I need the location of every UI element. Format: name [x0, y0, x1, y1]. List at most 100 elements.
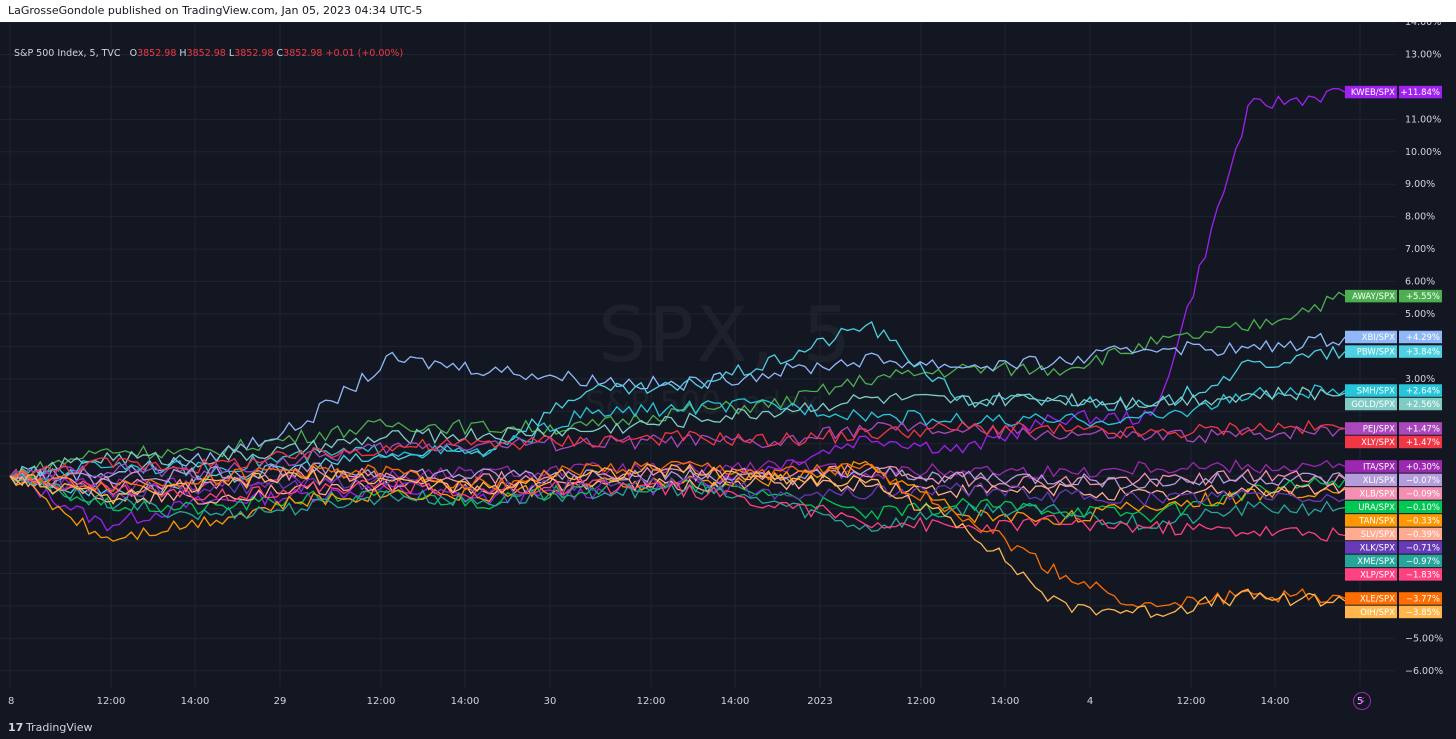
- series-value-bg: [1399, 541, 1442, 554]
- publisher-header: LaGrosseGondole published on TradingView…: [0, 0, 1456, 22]
- series-tag-ura-spx: URA/SPX −0.10%: [1345, 500, 1442, 514]
- series-tag-kweb-spx: KWEB/SPX +11.84%: [1345, 85, 1442, 99]
- series-name-label: XLI/SPX: [1363, 476, 1395, 486]
- series-tag-smh-spx: SMH/SPX +2.64%: [1345, 384, 1442, 397]
- series-tag-away-spx: AWAY/SPX +5.55%: [1345, 289, 1442, 303]
- series-line-oih-spx: [9, 463, 1346, 619]
- legend-low-value: 3852.98: [234, 48, 274, 59]
- series-tag-xlb-spx: XLB/SPX −0.09%: [1345, 487, 1442, 500]
- series-tag-xle-spx: XLE/SPX −3.77%: [1345, 592, 1442, 605]
- legend-symbol: S&P 500 Index, 5, TVC: [14, 48, 121, 59]
- series-name-bg: [1345, 487, 1397, 500]
- series-name-label: TAN/SPX: [1358, 516, 1395, 526]
- x-axis: 8 12:00 14:00 29 12:00 14:00 30 12:00 14:00 2023 1…: [8, 696, 1363, 707]
- series-name-bg: [1345, 345, 1397, 358]
- chart-area[interactable]: SPX, 5 S&P 500 Index 14.00% 13.00% 11.00% 1…: [0, 22, 1456, 717]
- grid: [0, 22, 1395, 687]
- chart-svg[interactable]: 14.00% 13.00% 11.00% 10.00% 9.00% 8.00% 7.00% 6…: [0, 22, 1456, 717]
- series-value-bg: [1399, 289, 1442, 303]
- series-name-label: KWEB/SPX: [1351, 88, 1395, 98]
- series-value-bg: [1399, 500, 1442, 514]
- series-value-bg: [1399, 345, 1442, 358]
- x-tick-label: 29: [274, 696, 287, 707]
- series-line-gold-spx: [9, 386, 1346, 483]
- series-value-label: −0.71%: [1406, 543, 1440, 553]
- x-tick-label: 12:00: [97, 696, 126, 707]
- series-value-label: +2.56%: [1406, 400, 1440, 410]
- series-tag-ita-spx: ITA/SPX +0.30%: [1345, 460, 1442, 473]
- series-value-bg: [1399, 85, 1442, 99]
- x-tick-label: 14:00: [1261, 696, 1290, 707]
- series-name-bg: [1345, 527, 1397, 541]
- series-line-xlb-spx: [9, 463, 1346, 494]
- x-tick-label: 12:00: [637, 696, 666, 707]
- series-tag-xlk-spx: XLK/SPX −0.71%: [1345, 541, 1442, 554]
- series-value-bg: [1399, 330, 1442, 344]
- series-value-label: +11.84%: [1400, 88, 1440, 98]
- series-value-label: +5.55%: [1406, 292, 1440, 302]
- series-tag-xly-spx: XLY/SPX +1.47%: [1345, 435, 1442, 449]
- series-tag-xlp-spx: XLP/SPX −1.83%: [1345, 568, 1442, 581]
- series-tag-pbw-spx: PBW/SPX +3.84%: [1345, 345, 1442, 358]
- series-tag-pej-spx: PEJ/SPX +1.47%: [1345, 422, 1442, 435]
- series-name-bg: [1345, 422, 1397, 435]
- series-tag-tan-spx: TAN/SPX −0.33%: [1345, 514, 1442, 527]
- series-name-label: XME/SPX: [1357, 557, 1395, 567]
- series-name-label: ITA/SPX: [1363, 462, 1395, 472]
- series-lines: [9, 87, 1346, 619]
- series-value-bg: [1399, 514, 1442, 527]
- x-tick-label: 12:00: [907, 696, 936, 707]
- x-tick-label: 8: [8, 696, 14, 707]
- y-tick-label: 6.00%: [1405, 277, 1435, 288]
- series-name-bg: [1345, 514, 1397, 527]
- series-name-label: XLK/SPX: [1360, 543, 1396, 553]
- lightning-icon[interactable]: ⚡: [1353, 692, 1371, 710]
- series-value-bg: [1399, 487, 1442, 500]
- y-tick-label: −5.00%: [1405, 633, 1443, 644]
- series-line-xlk-spx: [9, 470, 1346, 507]
- series-name-label: XLP/SPX: [1360, 570, 1395, 580]
- series-value-label: −3.77%: [1406, 594, 1440, 604]
- y-tick-label: 9.00%: [1405, 179, 1435, 190]
- series-value-label: −0.09%: [1406, 489, 1440, 499]
- series-value-label: −0.97%: [1406, 557, 1440, 567]
- watermark-name: S&P 500 Index: [585, 384, 819, 422]
- footer-bar: 17 TradingView: [0, 717, 1456, 739]
- series-name-label: XBI/SPX: [1362, 333, 1396, 343]
- series-value-label: +1.47%: [1406, 424, 1440, 434]
- series-name-label: XLY/SPX: [1361, 438, 1395, 448]
- series-value-bg: [1399, 568, 1442, 581]
- y-tick-label: 5.00%: [1405, 309, 1435, 320]
- series-name-label: XLE/SPX: [1360, 594, 1395, 604]
- x-tick-label: 14:00: [991, 696, 1020, 707]
- y-tick-label: 13.00%: [1405, 49, 1441, 60]
- series-name-label: AWAY/SPX: [1352, 292, 1395, 302]
- y-tick-label: 10.00%: [1405, 147, 1441, 158]
- series-name-bg: [1345, 568, 1397, 581]
- series-name-label: PEJ/SPX: [1363, 424, 1395, 434]
- series-value-label: −0.10%: [1406, 503, 1440, 513]
- y-tick-label: 8.00%: [1405, 212, 1435, 223]
- series-value-bg: [1399, 422, 1442, 435]
- y-tick-label: 7.00%: [1405, 244, 1435, 255]
- series-name-label: XLB/SPX: [1359, 489, 1395, 499]
- series-name-label: SLV/SPX: [1361, 530, 1395, 540]
- series-name-bg: [1345, 460, 1397, 473]
- y-tick-label: 14.00%: [1405, 22, 1441, 28]
- series-value-label: +2.64%: [1406, 386, 1440, 396]
- watermark-symbol: SPX, 5: [598, 290, 853, 379]
- x-tick-label: 14:00: [181, 696, 210, 707]
- legend-high-value: 3852.98: [186, 48, 226, 59]
- series-line-xly-spx: [9, 419, 1346, 481]
- legend-high-label: H: [179, 48, 187, 59]
- y-axis: 14.00% 13.00% 11.00% 10.00% 9.00% 8.00% 7.00% 6…: [1405, 22, 1443, 677]
- series-name-bg: [1345, 554, 1397, 568]
- series-value-label: +0.30%: [1406, 462, 1440, 472]
- y-tick-label: 11.00%: [1405, 114, 1441, 125]
- series-line-xbi-spx: [9, 332, 1346, 483]
- series-tag-xme-spx: XME/SPX −0.97%: [1345, 554, 1442, 568]
- series-tag-xli-spx: XLI/SPX −0.07%: [1345, 473, 1442, 487]
- series-name-label: GOLD/SPX: [1351, 400, 1395, 410]
- legend-low-label: L: [228, 48, 235, 59]
- ohlc-legend: S&P 500 Index, 5, TVC O3852.98 H3852.98 …: [14, 48, 403, 59]
